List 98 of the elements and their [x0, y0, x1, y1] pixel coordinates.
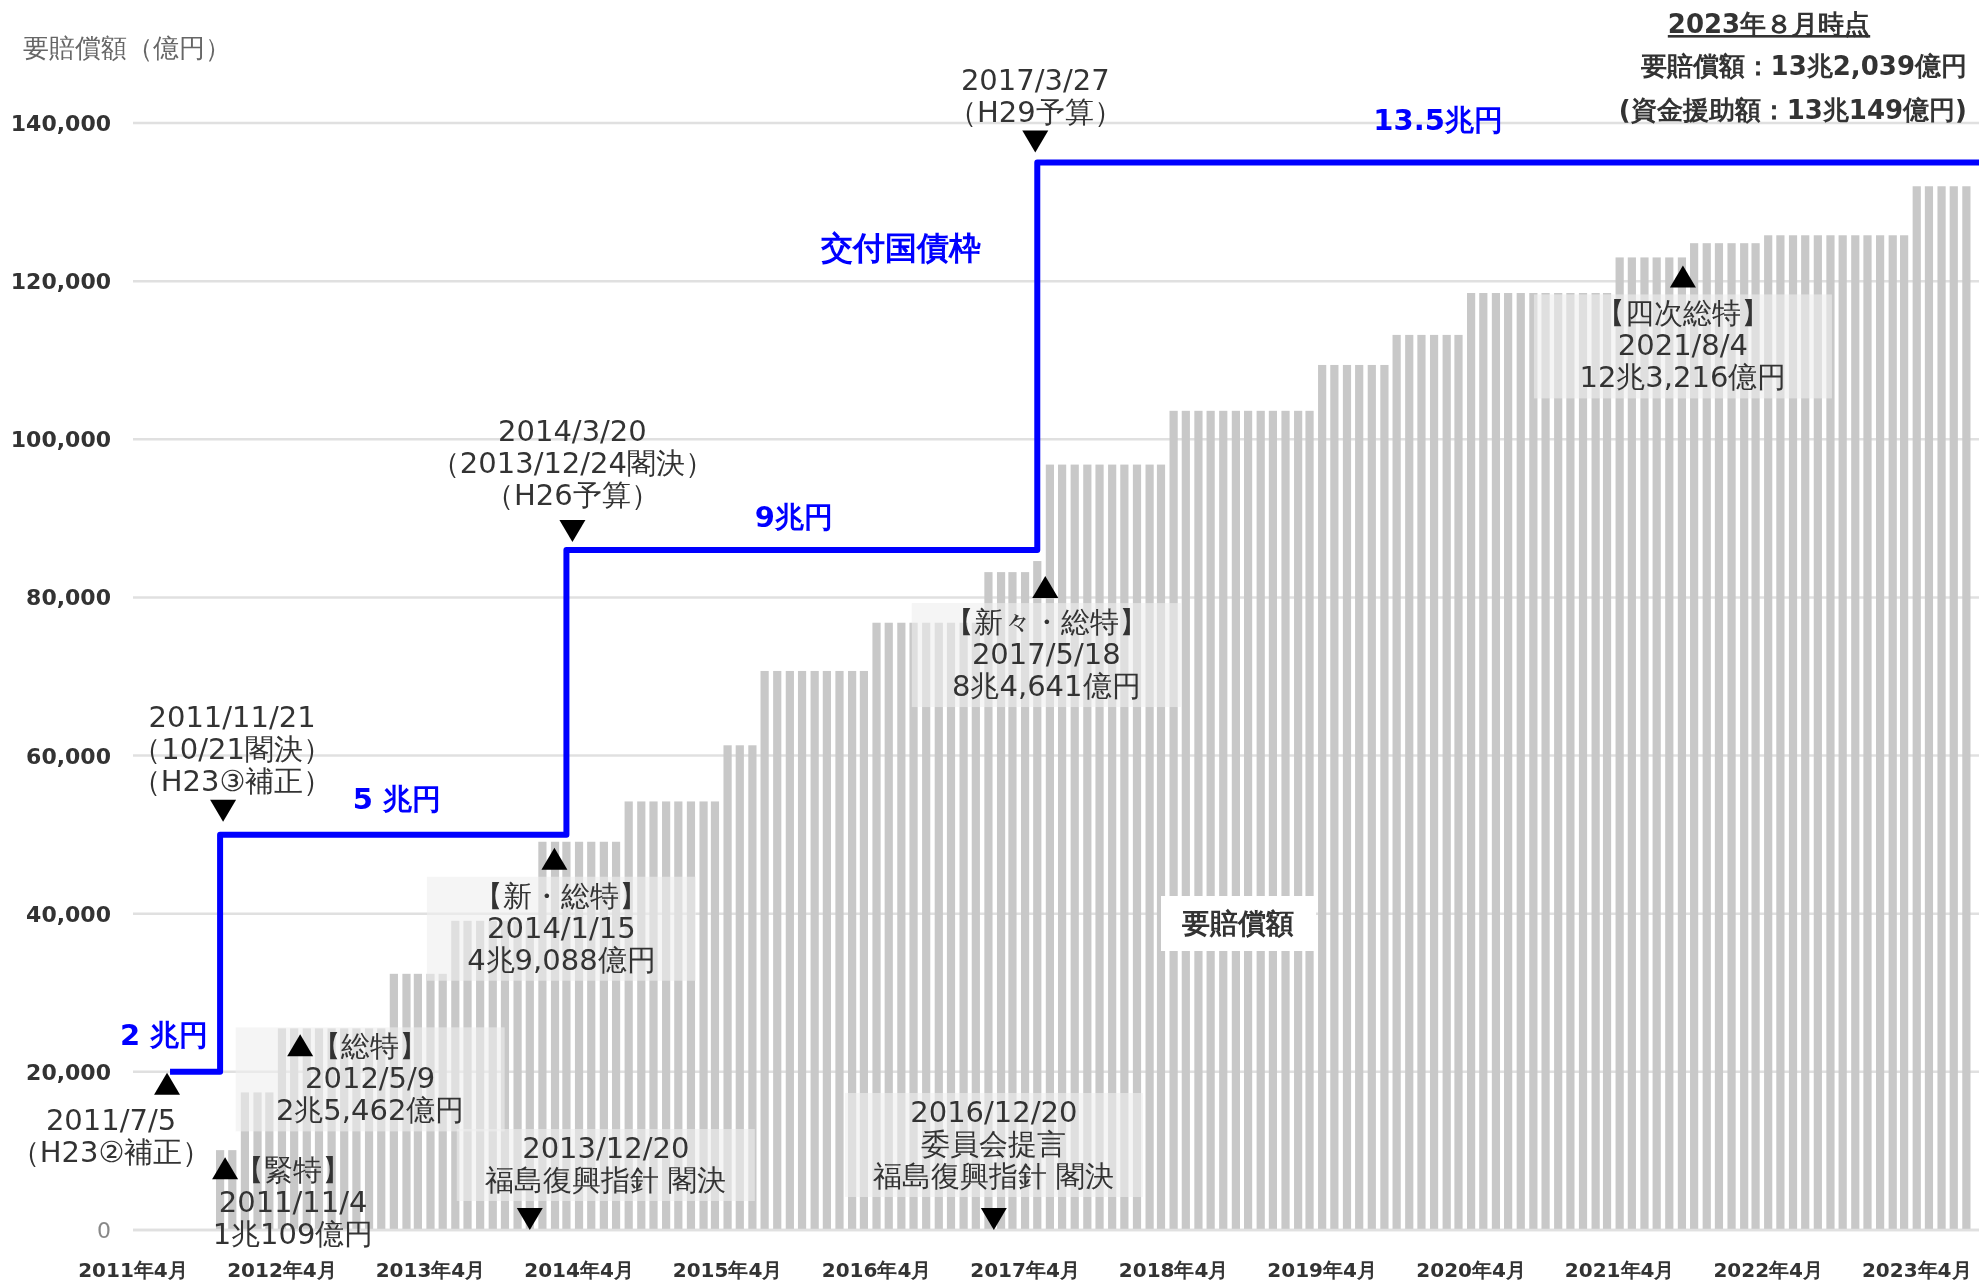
- bar: [1516, 293, 1525, 1230]
- annotation: （H26予算）: [485, 477, 660, 512]
- bar: [1504, 293, 1513, 1230]
- bar: [748, 745, 757, 1230]
- bar: [1566, 293, 1575, 1230]
- annotation: 2013/12/20 福島復興指針 閣決: [485, 1131, 727, 1197]
- bar: [1417, 334, 1426, 1230]
- series-label: 交付国債枠: [820, 229, 981, 267]
- annotation: 【四次総特】 2021/8/4 12兆3,216億円: [1579, 296, 1787, 395]
- x-tick-label: 2018年4月: [1118, 1258, 1229, 1281]
- y-axis-title: 要賠償額（億円）: [23, 33, 231, 63]
- annotation: 2 兆円: [119, 1017, 209, 1052]
- bar: [1826, 235, 1835, 1230]
- x-tick-label: 2011年4月: [78, 1258, 188, 1281]
- bar: [1813, 235, 1822, 1230]
- bar: [1491, 293, 1501, 1230]
- x-tick-label: 2014年4月: [524, 1258, 634, 1281]
- bar: [1442, 334, 1451, 1230]
- bar: [1305, 410, 1314, 1230]
- bar: [848, 670, 857, 1230]
- bar: [1949, 186, 1958, 1230]
- annotation: 5 兆円: [352, 781, 442, 816]
- bar: [760, 670, 769, 1230]
- annotation: 【新・総特】 2014/1/15 4兆9,088億円: [467, 878, 656, 977]
- x-tick-label: 2017年4月: [970, 1258, 1080, 1281]
- bar: [1454, 334, 1463, 1230]
- annotation: 福島復興指針 閣決: [873, 1159, 1115, 1193]
- bar: [1788, 235, 1798, 1230]
- annotation: (資金援助額：13兆149億円): [1618, 95, 1967, 125]
- bar: [1937, 186, 1946, 1230]
- bar: [1429, 334, 1439, 1230]
- bar: [1529, 293, 1538, 1230]
- bar: [1392, 334, 1401, 1230]
- bar: [1863, 235, 1872, 1230]
- x-tick-label: 2012年4月: [227, 1258, 337, 1281]
- bar: [1342, 364, 1352, 1230]
- bar: [1912, 186, 1921, 1230]
- annotation: 【新々・総特】 2017/5/18 8兆4,641億円: [944, 605, 1148, 704]
- x-tick-label: 2015年4月: [672, 1258, 783, 1281]
- bar: [1876, 235, 1885, 1230]
- x-tick-label: 2019年4月: [1267, 1258, 1377, 1281]
- annotation: 2016/12/20 委員会提言: [910, 1095, 1078, 1161]
- bar: [1851, 235, 1860, 1230]
- y-tick-label: 60,000: [26, 743, 111, 769]
- bar: [1900, 235, 1909, 1230]
- x-tick-label: 2013年4月: [375, 1258, 486, 1281]
- bar: [1541, 293, 1550, 1230]
- bar: [810, 670, 819, 1230]
- x-tick-label: 2016年4月: [821, 1258, 932, 1281]
- bar: [1145, 464, 1154, 1230]
- annotation: 2014/3/20 （2013/12/24閣決）: [430, 413, 714, 480]
- bar: [1962, 186, 1971, 1230]
- y-tick-label: 0: [97, 1218, 111, 1243]
- bar: [1318, 364, 1327, 1230]
- x-tick-label: 2020年4月: [1416, 1258, 1526, 1281]
- bar: [1554, 293, 1563, 1230]
- bar: [797, 670, 807, 1230]
- bar: [1367, 364, 1376, 1230]
- bar: [1888, 235, 1897, 1230]
- annotation: 【緊特】 2011/11/4 1兆109億円: [212, 1153, 374, 1252]
- bar: [835, 670, 844, 1230]
- annotation: 9兆円: [754, 499, 833, 534]
- y-tick-label: 120,000: [10, 269, 111, 295]
- bar: [1294, 410, 1303, 1230]
- bar: [859, 670, 869, 1230]
- bar: [1156, 464, 1166, 1230]
- bar: [735, 745, 744, 1230]
- y-tick-label: 40,000: [26, 901, 111, 927]
- y-tick-label: 80,000: [26, 585, 111, 611]
- annotation: 2011/11/21 （10/21閣決）: [132, 699, 332, 766]
- bar: [1479, 293, 1488, 1230]
- bar: [1924, 186, 1934, 1230]
- text: 2023年８月時点: [1667, 9, 1871, 39]
- series-label: 要賠償額: [1181, 907, 1294, 940]
- bar: [822, 670, 831, 1230]
- bar: [773, 670, 782, 1230]
- x-tick-label: 2023年4月: [1861, 1258, 1972, 1281]
- bar: [785, 670, 794, 1230]
- bar: [1169, 410, 1178, 1230]
- annotation: 【総特】 2012/5/9 2兆5,462億円: [275, 1029, 465, 1128]
- annotation: 13.5兆円: [1373, 102, 1503, 137]
- y-tick-label: 20,000: [26, 1059, 111, 1085]
- x-tick-label: 2022年4月: [1713, 1258, 1823, 1281]
- annotation: 2011/7/5 （H23②補正）: [10, 1102, 212, 1169]
- bar: [1405, 334, 1414, 1230]
- bar: [1838, 235, 1847, 1230]
- y-tick-label: 140,000: [10, 111, 111, 136]
- bar: [1467, 293, 1476, 1230]
- annotation: （H23③補正）: [131, 763, 333, 798]
- bar: [1355, 364, 1364, 1230]
- text: 要賠償額：13兆2,039億円: [1639, 51, 1967, 81]
- bar: [723, 745, 732, 1230]
- x-tick-label: 2021年4月: [1564, 1258, 1675, 1281]
- bar: [1330, 364, 1339, 1230]
- annotation: 2017/3/27 （H29予算）: [947, 62, 1123, 129]
- bar: [1801, 235, 1810, 1230]
- bar: [1380, 364, 1389, 1230]
- y-tick-label: 100,000: [10, 427, 111, 453]
